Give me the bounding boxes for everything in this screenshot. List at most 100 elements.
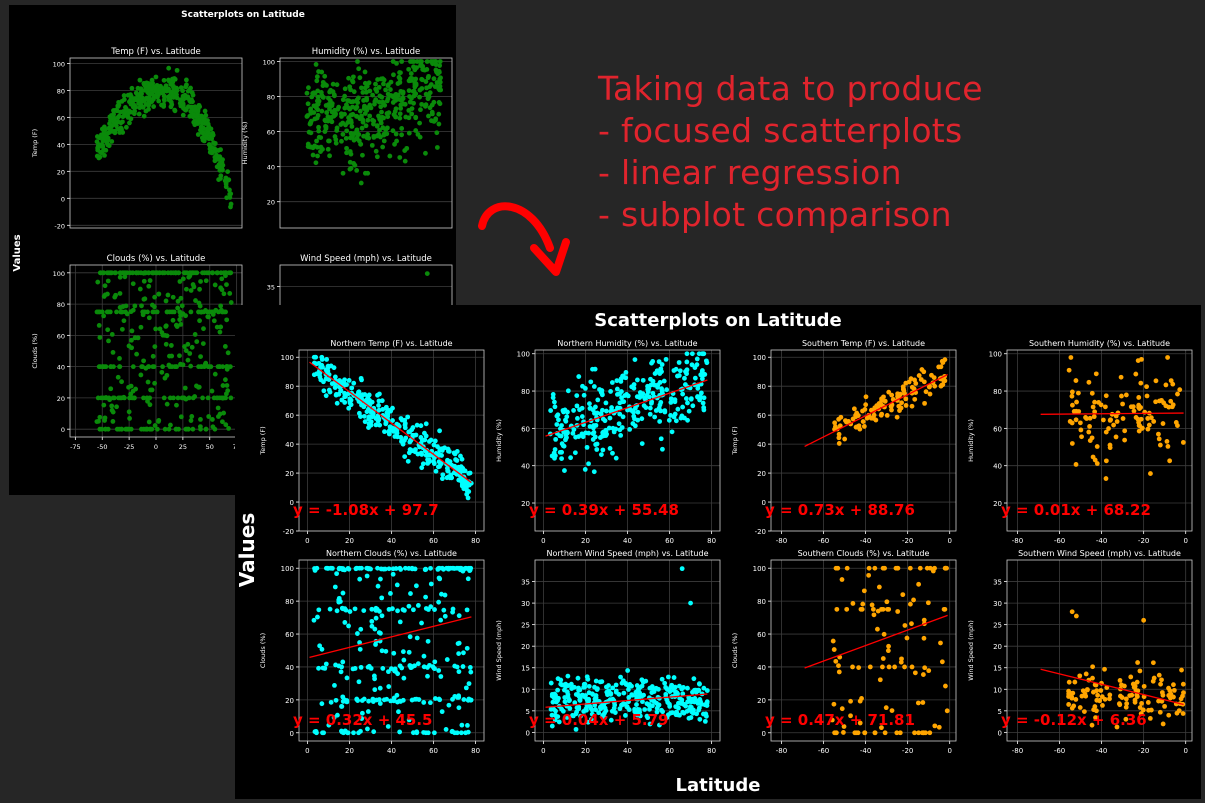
data-point — [347, 106, 353, 112]
data-point — [210, 424, 216, 430]
data-point — [437, 63, 443, 68]
data-point — [194, 270, 200, 276]
data-point — [932, 723, 938, 729]
data-point — [619, 395, 624, 401]
data-point — [461, 697, 467, 702]
data-point — [329, 109, 335, 115]
data-point — [342, 105, 348, 111]
data-point — [565, 683, 571, 688]
data-point — [1151, 419, 1157, 424]
data-point — [394, 61, 399, 66]
data-point — [410, 432, 416, 438]
data-point — [1122, 437, 1128, 443]
data-point — [380, 406, 386, 412]
data-point — [364, 97, 370, 103]
data-point — [1066, 702, 1072, 707]
data-point — [1073, 613, 1079, 619]
data-point — [208, 126, 214, 132]
data-point — [921, 379, 927, 385]
data-point — [882, 398, 888, 404]
data-point — [316, 69, 321, 74]
data-point — [432, 607, 437, 612]
data-point — [393, 114, 398, 119]
data-point — [431, 99, 437, 105]
data-point — [175, 305, 181, 311]
data-point — [1069, 694, 1075, 700]
data-point — [149, 270, 155, 276]
data-point — [1100, 417, 1106, 423]
data-point — [663, 356, 669, 362]
data-point — [437, 428, 442, 434]
data-point — [831, 701, 837, 707]
data-point — [415, 451, 421, 457]
data-point — [146, 315, 152, 321]
data-point — [195, 132, 201, 137]
data-point — [223, 181, 229, 187]
data-point — [188, 363, 194, 369]
data-point — [364, 135, 370, 140]
data-point — [608, 717, 614, 723]
data-point — [664, 715, 670, 721]
data-point — [886, 643, 891, 649]
data-point — [431, 76, 437, 82]
data-point — [879, 725, 884, 731]
data-point — [161, 104, 167, 109]
data-point — [936, 724, 942, 730]
data-point — [647, 411, 653, 417]
data-point — [379, 398, 385, 404]
data-point — [144, 426, 150, 432]
data-point — [203, 278, 209, 284]
data-point — [687, 704, 693, 709]
data-point — [322, 129, 328, 134]
data-point — [348, 87, 353, 93]
data-point — [173, 270, 179, 276]
data-point — [390, 100, 396, 105]
data-point — [590, 437, 596, 442]
data-point — [696, 687, 701, 693]
data-point — [370, 117, 375, 123]
data-point — [183, 348, 189, 354]
data-point — [316, 607, 322, 613]
y-tick-label: 80 — [57, 301, 65, 309]
data-point — [549, 453, 555, 459]
data-point — [371, 121, 376, 127]
data-point — [559, 423, 564, 428]
data-point — [407, 447, 413, 452]
data-point — [607, 445, 613, 451]
x-tick-label: 0 — [305, 747, 309, 755]
data-point — [315, 88, 321, 94]
data-point — [384, 111, 390, 116]
data-point — [315, 94, 321, 100]
data-point — [101, 402, 107, 408]
data-point — [212, 371, 218, 377]
data-point — [400, 607, 406, 613]
data-point — [637, 713, 643, 719]
data-point — [402, 422, 408, 428]
data-point — [147, 278, 153, 283]
data-point — [582, 467, 588, 472]
data-point — [319, 108, 325, 114]
data-point — [390, 128, 396, 134]
data-point — [1115, 410, 1121, 416]
data-point — [145, 379, 151, 385]
data-point — [898, 659, 904, 665]
data-point — [345, 730, 351, 736]
data-point — [889, 392, 895, 398]
subplot-title: Northern Clouds (%) vs. Latitude — [326, 549, 457, 558]
front-figure-canvas: Scatterplots on Latitude Latitude Values… — [235, 310, 1193, 796]
data-point — [157, 326, 163, 332]
subplot-title: Temp (F) vs. Latitude — [110, 47, 200, 57]
data-point — [1107, 442, 1113, 448]
data-point — [388, 591, 393, 596]
data-point — [164, 88, 170, 94]
data-point — [868, 407, 874, 413]
data-point — [409, 111, 415, 117]
data-point — [1119, 695, 1125, 700]
data-point — [1133, 415, 1139, 420]
data-point — [1135, 660, 1141, 665]
data-point — [895, 609, 901, 614]
x-tick-label: -80 — [776, 537, 787, 545]
data-point — [452, 694, 458, 699]
data-point — [920, 672, 926, 677]
